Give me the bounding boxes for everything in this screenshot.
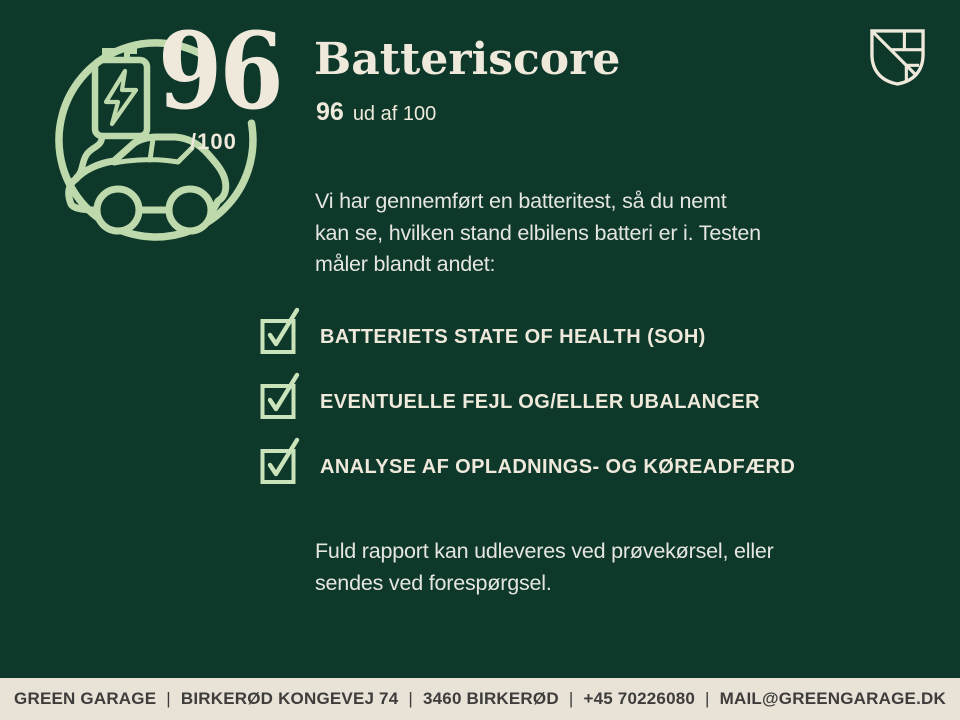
footer-separator: | — [408, 689, 413, 708]
outro-paragraph: Fuld rapport kan udleveres ved prøvekørs… — [315, 536, 774, 599]
footer-company-name: GREEN GARAGE — [14, 689, 157, 708]
score-subtitle: 96 ud af 100 — [316, 98, 436, 127]
footer-email: MAIL@GREENGARAGE.DK — [719, 689, 946, 708]
intro-line: måler blandt andet: — [315, 252, 496, 276]
leaf-veins — [871, 30, 924, 82]
intro-line: Vi har gennemført en batteritest, så du … — [315, 189, 727, 213]
checklist-item-soh: BATTERIETS STATE OF HEALTH (SOH) — [259, 305, 706, 355]
footer-separator: | — [568, 689, 574, 708]
footer-separator: | — [705, 689, 710, 708]
checkbox-checked-icon — [260, 307, 300, 354]
checkbox-box — [260, 384, 296, 419]
green-garage-shield-leaf-icon — [870, 29, 925, 86]
car-windows — [111, 136, 195, 166]
rear-wheel — [165, 185, 215, 235]
front-wheel — [93, 185, 143, 235]
outro-line: sendes ved forespørgsel. — [315, 570, 552, 595]
battery-score-denominator: /100 — [190, 129, 237, 154]
checkbox-box — [260, 319, 296, 354]
checkbox-checked-icon — [260, 437, 300, 484]
footer-contact-bar: GREEN GARAGE | BIRKERØD KONGEVEJ 74 | 34… — [0, 678, 960, 720]
page-title: Batteriscore — [314, 34, 621, 85]
lightning-bolt-icon — [103, 68, 139, 127]
battery-score-value: 96 — [158, 8, 284, 133]
outro-line: Fuld rapport kan udleveres ved prøvekørs… — [315, 539, 774, 563]
ev-car-charging-battery-icon — [55, 39, 257, 241]
footer-street-address: BIRKERØD KONGEVEJ 74 — [180, 689, 399, 708]
shield-outline — [870, 29, 925, 86]
checklist-item-label: EVENTUELLE FEJL OG/ELLER UBALANCER — [320, 391, 760, 413]
intro-paragraph: Vi har gennemført en batteritest, så du … — [315, 186, 761, 281]
battery-body — [91, 56, 151, 140]
intro-line: kan se, hvilken stand elbilens batteri e… — [315, 220, 761, 245]
checklist-item-label: BATTERIETS STATE OF HEALTH (SOH) — [320, 326, 706, 348]
checkbox-checked-icon — [260, 372, 300, 419]
checkmark-icon — [267, 437, 300, 477]
checklist-item-analyse: ANALYSE AF OPLADNINGS- OG KØREADFÆRD — [259, 435, 795, 485]
checkbox-box — [260, 449, 296, 484]
footer-separator: | — [166, 689, 171, 708]
car-body — [65, 133, 230, 214]
checklist-item-label: ANALYSE AF OPLADNINGS- OG KØREADFÆRD — [320, 456, 796, 478]
footer-city: 3460 BIRKERØD — [423, 689, 559, 708]
checkmark-icon — [267, 372, 300, 412]
subtitle-suffix: ud af 100 — [352, 103, 437, 125]
subtitle-score: 96 — [316, 98, 344, 126]
checkmark-icon — [267, 307, 300, 347]
footer-phone: +45 70226080 — [583, 689, 696, 708]
circle-arc — [55, 39, 257, 241]
checklist-item-fejl: EVENTUELLE FEJL OG/ELLER UBALANCER — [259, 370, 760, 420]
battery-terminals — [102, 48, 137, 59]
